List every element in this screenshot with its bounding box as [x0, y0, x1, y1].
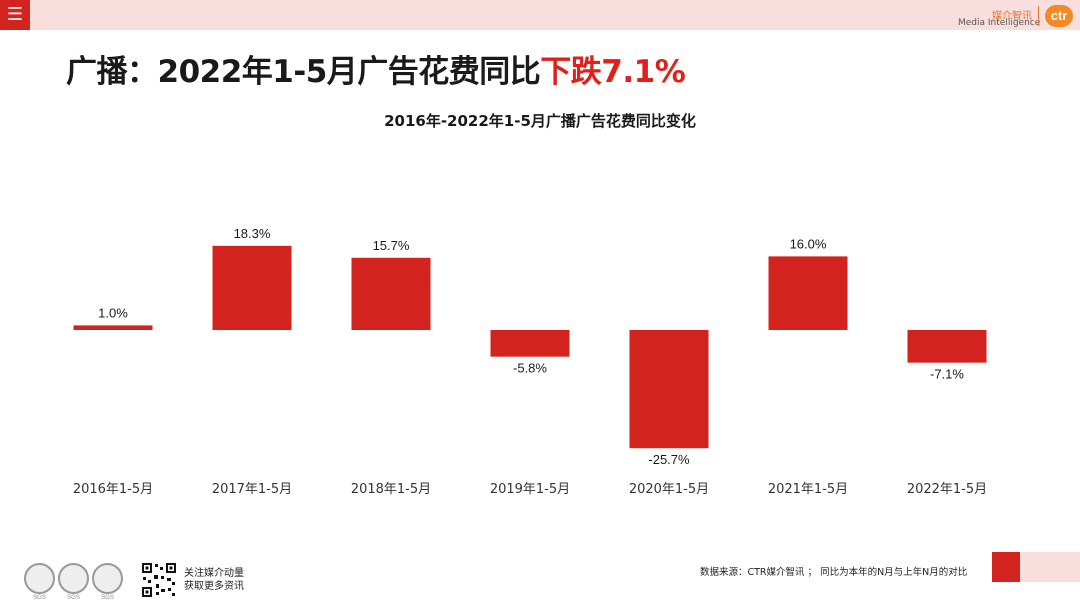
data-source-note: 数据来源：CTR媒介智讯 ； 同比为本年的N月与上年N月的对比: [700, 567, 968, 578]
data-label: -25.7%: [648, 452, 690, 467]
footer-accent-block: [992, 552, 1020, 582]
data-label: -7.1%: [930, 367, 964, 382]
follow-line-1: 关注媒介动量: [184, 568, 244, 579]
category-label: 2019年1-5月: [490, 482, 570, 497]
bar-2017年1-5月: [212, 245, 292, 330]
brand-name-cn: 媒介智讯: [992, 11, 1032, 22]
data-label: -5.8%: [513, 361, 547, 376]
follow-text: 关注媒介动量 获取更多资讯: [184, 567, 244, 593]
bar-2020年1-5月: [629, 330, 709, 449]
data-label: 18.3%: [234, 226, 271, 241]
category-label: 2020年1-5月: [629, 482, 709, 497]
category-label: 2022年1-5月: [907, 482, 987, 497]
brand-divider: [1038, 6, 1039, 26]
page-title-highlight: 下跌7.1%: [540, 54, 686, 90]
top-bar: ☰ 媒介智讯 Media Intelligence ctr: [0, 0, 1080, 30]
menu-icon[interactable]: ☰: [0, 0, 30, 30]
page-title: 广播：2022年1-5月广告花费同比下跌7.1%: [66, 46, 686, 91]
data-label: 1.0%: [98, 305, 128, 320]
bar-2022年1-5月: [907, 330, 987, 363]
category-label: 2017年1-5月: [212, 482, 292, 497]
page-title-prefix: 广播：2022年1-5月广告花费同比: [66, 54, 541, 90]
data-label: 16.0%: [790, 236, 827, 251]
follow-line-2: 获取更多资讯: [184, 581, 244, 592]
ctr-logo: ctr: [1045, 5, 1073, 27]
category-label: 2018年1-5月: [351, 482, 431, 497]
chart-title: 2016年-2022年1-5月广播广告花费同比变化: [384, 112, 696, 130]
sgs-badge-icon: [92, 563, 123, 601]
sgs-badge-icon: [58, 563, 89, 601]
bar-2018年1-5月: [351, 257, 431, 330]
bar-chart: 1.0% 2016年1-5月 18.3% 2017年1-5月 15.7% 2018年1-5…: [73, 226, 987, 497]
category-label: 2016年1-5月: [73, 482, 153, 497]
brand-name-en: Media Intelligence: [958, 18, 1041, 28]
category-label: 2021年1-5月: [768, 482, 848, 497]
sgs-badge-icon: [24, 563, 55, 601]
data-label: 15.7%: [373, 238, 410, 253]
bar-2021年1-5月: [768, 256, 848, 330]
bar-2016年1-5月: [73, 325, 153, 330]
bar-2019年1-5月: [490, 330, 570, 357]
certification-badges: [24, 563, 124, 601]
qr-code-icon: [141, 562, 177, 598]
